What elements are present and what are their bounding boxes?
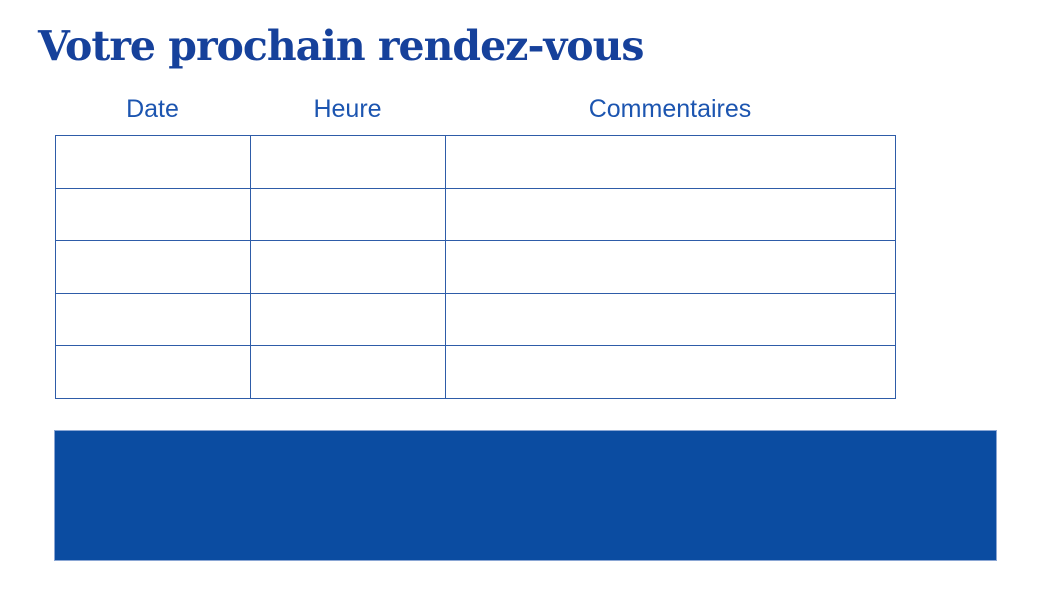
page-title: Votre prochain rendez-vous <box>38 22 645 70</box>
cell-heure[interactable] <box>250 345 446 399</box>
cell-date[interactable] <box>55 345 251 399</box>
cell-date[interactable] <box>55 187 251 241</box>
cell-heure[interactable] <box>250 135 446 189</box>
column-header-heure: Heure <box>313 94 382 123</box>
cell-date[interactable] <box>55 292 251 346</box>
cell-heure[interactable] <box>250 240 446 294</box>
cell-commentaires[interactable] <box>445 345 896 399</box>
table-row <box>55 240 896 294</box>
table-header-row: Date Heure Commentaires <box>55 92 895 126</box>
cell-heure[interactable] <box>250 187 446 241</box>
column-header-date: Date <box>126 94 179 123</box>
table-row <box>55 135 896 189</box>
appointments-table <box>55 135 896 399</box>
cell-heure[interactable] <box>250 292 446 346</box>
table-row <box>55 292 896 346</box>
table-row <box>55 345 896 399</box>
column-header-commentaires: Commentaires <box>588 94 752 123</box>
cell-commentaires[interactable] <box>445 240 896 294</box>
table-row <box>55 187 896 241</box>
footer-solid-block <box>54 430 997 561</box>
cell-date[interactable] <box>55 240 251 294</box>
cell-commentaires[interactable] <box>445 292 896 346</box>
cell-commentaires[interactable] <box>445 135 896 189</box>
cell-commentaires[interactable] <box>445 187 896 241</box>
cell-date[interactable] <box>55 135 251 189</box>
